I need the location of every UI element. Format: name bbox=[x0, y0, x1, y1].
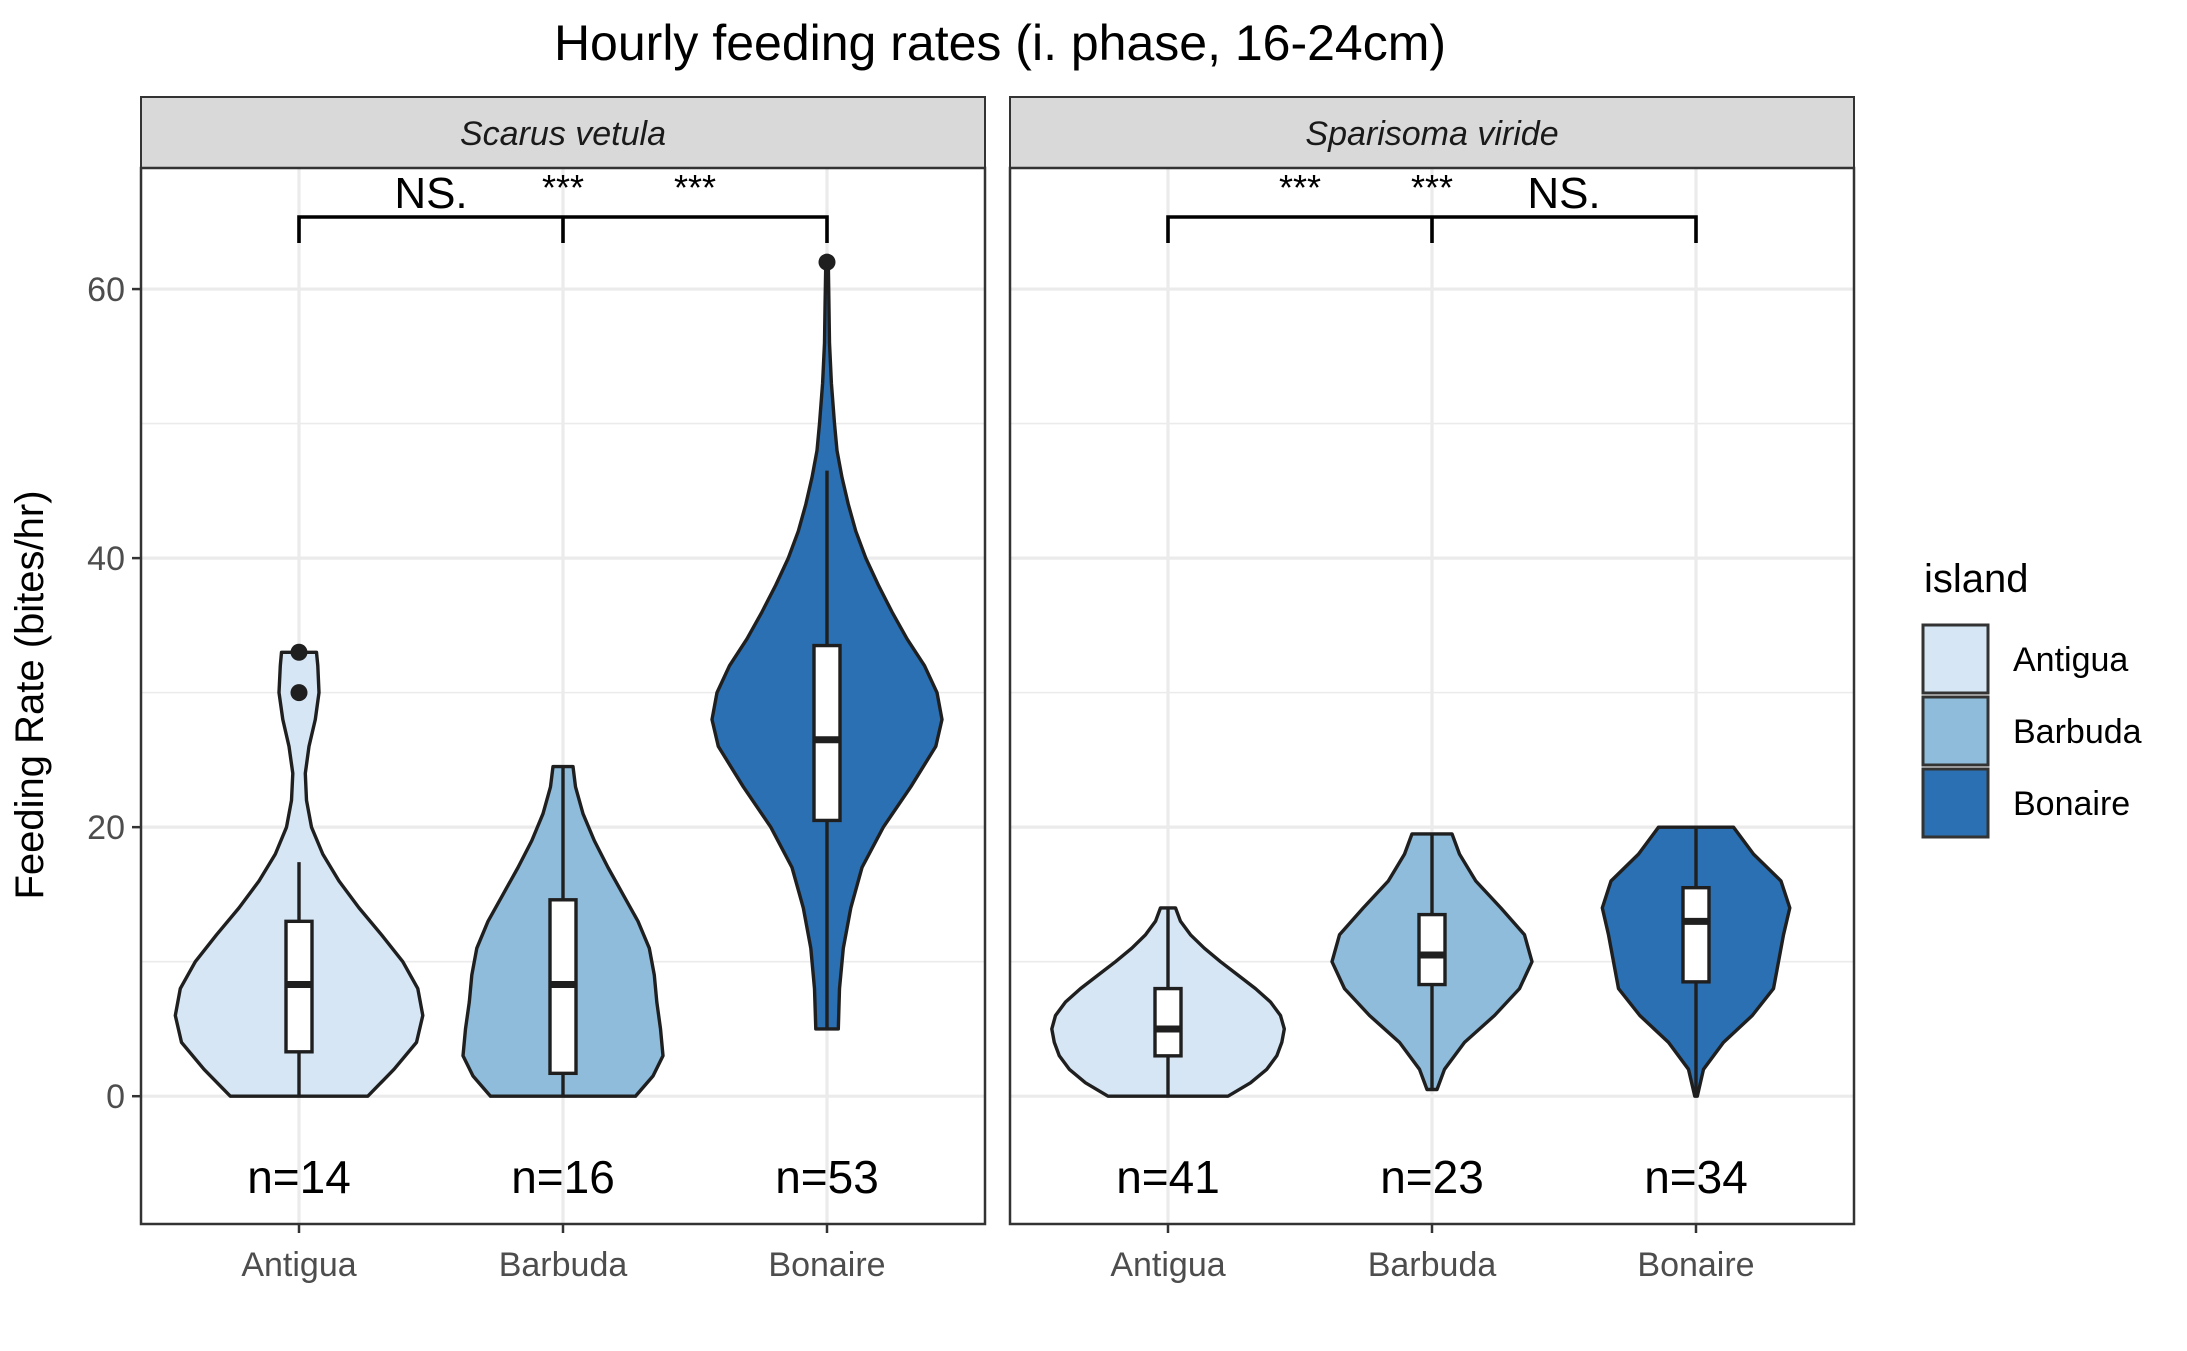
box bbox=[812, 643, 842, 823]
legend-label: Barbuda bbox=[2013, 713, 2142, 751]
y-tick-label: 0 bbox=[106, 1078, 125, 1116]
legend-key-antigua bbox=[1921, 623, 1990, 695]
violin-group-antigua: n=41 bbox=[1050, 906, 1286, 1203]
violin-group-antigua: n=14 bbox=[173, 643, 425, 1203]
y-tick-label: 20 bbox=[87, 809, 125, 847]
significance-label: *** bbox=[542, 167, 584, 208]
significance-bracket: *** *** NS. bbox=[1166, 167, 1698, 243]
facet-strip bbox=[1009, 96, 1855, 169]
significance-label: NS. bbox=[394, 169, 467, 218]
x-tick-label: Bonaire bbox=[768, 1246, 885, 1284]
bracket-line bbox=[297, 215, 829, 243]
significance-label: *** bbox=[1411, 167, 1453, 208]
legend: island Antigua Barbuda Bonaire bbox=[1921, 557, 2142, 839]
outlier-point bbox=[818, 253, 836, 271]
chart-title: Hourly feeding rates (i. phase, 16-24cm) bbox=[554, 15, 1446, 71]
outlier-point bbox=[290, 643, 308, 661]
n-label: n=14 bbox=[247, 1151, 351, 1203]
x-tick-label: Barbuda bbox=[1368, 1246, 1497, 1284]
n-label: n=53 bbox=[775, 1151, 879, 1203]
facet-label: Sparisoma viride bbox=[1305, 115, 1558, 153]
y-tick-label: 60 bbox=[87, 271, 125, 309]
violin-group-bonaire: n=53 bbox=[710, 253, 944, 1203]
x-tick-label: Bonaire bbox=[1637, 1246, 1754, 1284]
bracket-line bbox=[1166, 215, 1698, 243]
x-tick-label: Antigua bbox=[1110, 1246, 1225, 1284]
legend-label: Antigua bbox=[2013, 641, 2128, 679]
legend-label: Bonaire bbox=[2013, 785, 2130, 823]
significance-label: *** bbox=[1279, 167, 1321, 208]
box bbox=[1417, 912, 1447, 987]
legend-title: island bbox=[1924, 557, 2029, 601]
n-label: n=41 bbox=[1116, 1151, 1220, 1203]
n-label: n=23 bbox=[1380, 1151, 1484, 1203]
outlier-point bbox=[290, 684, 308, 702]
significance-label: *** bbox=[674, 167, 716, 208]
x-tick-label: Barbuda bbox=[499, 1246, 628, 1284]
panel-border bbox=[1008, 166, 1856, 1226]
n-label: n=16 bbox=[511, 1151, 615, 1203]
violin-group-bonaire: n=34 bbox=[1600, 825, 1792, 1203]
legend-key-barbuda bbox=[1921, 695, 1990, 767]
panel-2: Sparisoma viride n=41 Antigua n=23 Barbuda n=… bbox=[1008, 96, 1856, 1284]
panel-1: Scarus vetula n=14 Antigua n=16 Barbuda n=53 B… bbox=[87, 96, 987, 1284]
violin-group-barbuda: n=23 bbox=[1330, 832, 1534, 1203]
panels-layer: Scarus vetula n=14 Antigua n=16 Barbuda n=53 B… bbox=[87, 96, 1856, 1284]
legend-key-bonaire bbox=[1921, 767, 1990, 839]
violin-group-barbuda: n=16 bbox=[461, 764, 665, 1203]
facet-label: Scarus vetula bbox=[460, 115, 666, 153]
box bbox=[1153, 986, 1183, 1058]
y-tick-label: 40 bbox=[87, 540, 125, 578]
x-tick-label: Antigua bbox=[241, 1246, 356, 1284]
facet-strip bbox=[140, 96, 986, 169]
significance-label: NS. bbox=[1527, 169, 1600, 218]
n-label: n=34 bbox=[1644, 1151, 1748, 1203]
panel-border bbox=[139, 166, 987, 1226]
y-axis-label: Feeding Rate (bites/hr) bbox=[8, 490, 52, 899]
significance-bracket: NS. *** *** bbox=[297, 167, 829, 243]
box bbox=[1681, 885, 1711, 984]
